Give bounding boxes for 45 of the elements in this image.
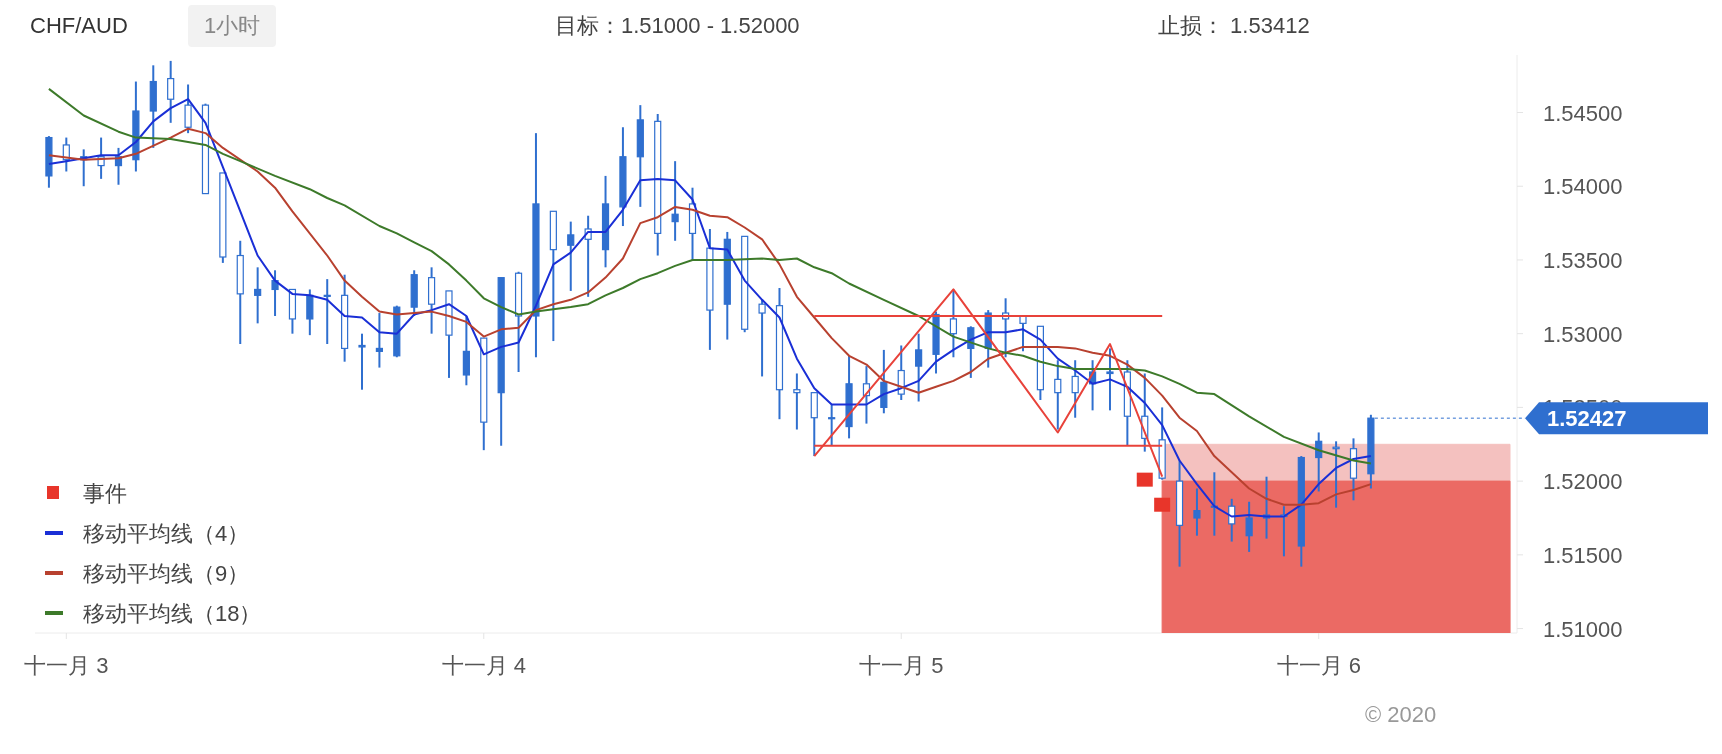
candlestick	[358, 332, 366, 391]
candlestick	[758, 298, 766, 378]
candlestick	[793, 372, 801, 431]
legend-label: 移动平均线（4）	[83, 521, 250, 546]
y-tick-label: 1.51000	[1543, 616, 1623, 642]
candlestick	[1245, 500, 1253, 553]
candlestick	[462, 314, 470, 387]
candlestick	[1193, 487, 1201, 537]
text: © 2020	[1365, 702, 1437, 727]
candlestick	[1019, 314, 1027, 353]
chart-title: CHF/AUD	[30, 13, 128, 38]
candlestick	[567, 220, 575, 292]
annotation: 1.52427	[1547, 406, 1627, 432]
candlestick	[1106, 347, 1114, 412]
x-tick-label: 十一月 5	[859, 653, 944, 678]
line-series	[813, 288, 1164, 478]
candlestick	[915, 332, 923, 403]
candlestick	[323, 278, 331, 345]
y-tick-label: 1.51500	[1543, 542, 1623, 568]
candlestick	[306, 288, 314, 337]
y-tick-label: 1.52000	[1543, 469, 1623, 495]
legend-label: 事件	[83, 481, 127, 506]
candlestick	[671, 160, 679, 242]
candlestick	[254, 266, 262, 325]
legend-label: 移动平均线（18）	[83, 601, 262, 626]
candlestick	[828, 403, 836, 447]
candlestick	[949, 288, 958, 359]
y-tick-label: 1.53000	[1543, 321, 1623, 347]
y-tick-label: 1.53500	[1543, 247, 1623, 273]
x-tick-label: 十一月 6	[1276, 653, 1361, 678]
candlestick	[271, 269, 279, 317]
y-tick-label: 1.54500	[1543, 100, 1623, 126]
text: 止损： 1.53412	[1158, 13, 1310, 38]
candlestick	[375, 312, 384, 369]
chart-subtitle: 1小时	[203, 13, 261, 38]
candlestick	[584, 214, 592, 298]
x-tick-label: 十一月 3	[24, 653, 109, 678]
text: 目标：1.51000 - 1.52000	[555, 13, 800, 38]
candlestick	[167, 59, 175, 124]
candlestick	[1071, 359, 1079, 419]
legend-label: 移动平均线（9）	[83, 561, 250, 586]
candlestick	[1054, 359, 1062, 431]
candlestick	[184, 83, 192, 135]
y-tick-label: 1.54000	[1543, 174, 1623, 200]
x-tick-label: 十一月 4	[441, 653, 526, 678]
